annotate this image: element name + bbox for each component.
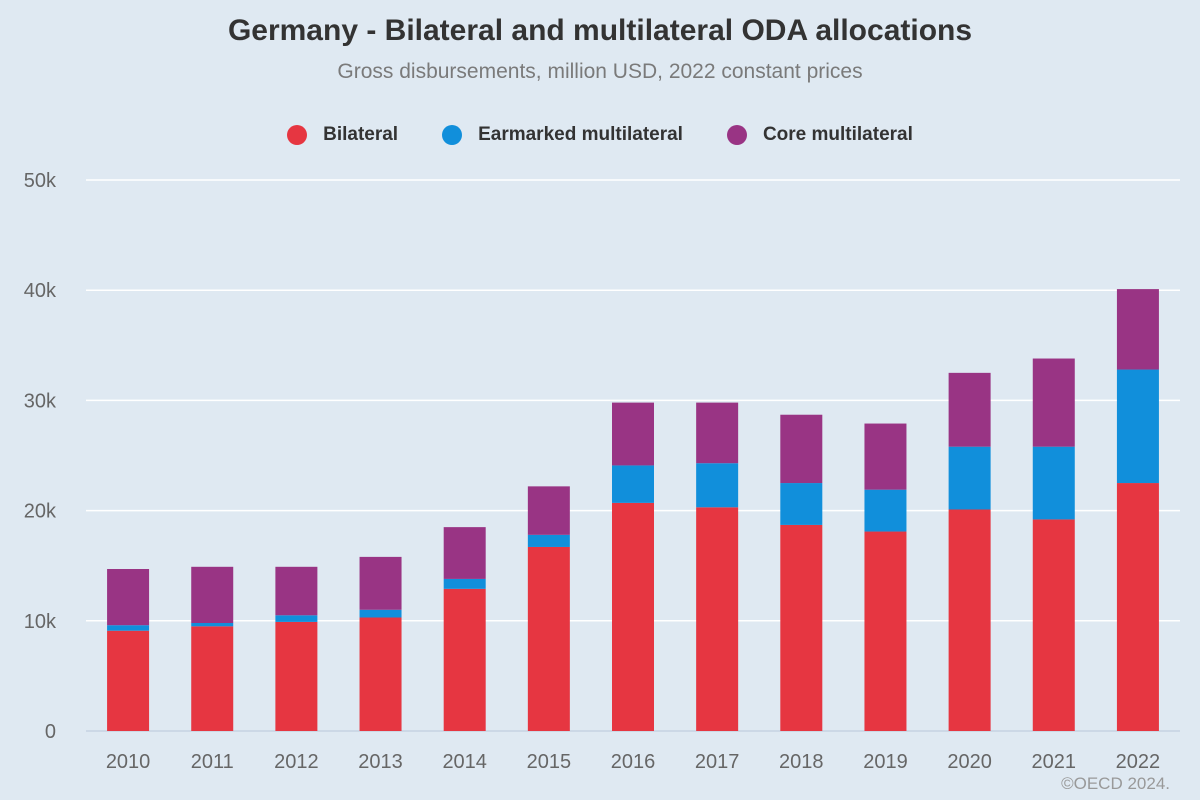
bar-bilateral-2011[interactable] [191,626,234,731]
x-tick-label: 2022 [1116,751,1161,773]
bar-core-multilateral-2019[interactable] [864,423,907,490]
bar-core-multilateral-2016[interactable] [612,402,654,466]
bar-bilateral-2012[interactable] [275,621,318,731]
x-tick-label: 2013 [358,751,403,773]
x-tick-label: 2021 [1032,751,1077,773]
bar-bilateral-2010[interactable] [107,630,150,731]
bar-earmarked-multilateral-2020[interactable] [948,446,991,510]
bar-earmarked-multilateral-2013[interactable] [359,609,402,618]
bar-core-multilateral-2022[interactable] [1116,289,1159,370]
x-tick-label: 2014 [442,751,487,773]
bar-core-multilateral-2021[interactable] [1032,358,1075,447]
bar-bilateral-2020[interactable] [948,509,991,731]
bar-earmarked-multilateral-2014[interactable] [443,578,486,589]
bar-bilateral-2013[interactable] [359,617,402,731]
y-tick-label: 50k [24,170,57,192]
bar-core-multilateral-2015[interactable] [527,486,570,535]
bar-earmarked-multilateral-2010[interactable] [107,625,150,631]
bar-core-multilateral-2017[interactable] [696,402,739,464]
legend-item-earmarked-multilateral[interactable]: Earmarked multilateral [442,124,683,146]
legend-marker-core-multilateral [726,125,747,145]
y-tick-label: 10k [24,611,57,633]
y-tick-label: 0 [45,721,56,743]
bar-earmarked-multilateral-2019[interactable] [864,489,907,532]
bar-earmarked-multilateral-2021[interactable] [1032,446,1075,520]
bar-earmarked-multilateral-2017[interactable] [696,463,739,508]
x-tick-label: 2015 [527,751,572,773]
x-tick-label: 2016 [611,751,656,773]
bar-earmarked-multilateral-2016[interactable] [612,465,654,503]
bar-core-multilateral-2018[interactable] [780,414,823,484]
bar-earmarked-multilateral-2018[interactable] [780,483,823,525]
bar-core-multilateral-2013[interactable] [359,556,402,610]
bar-earmarked-multilateral-2012[interactable] [275,615,318,622]
y-tick-label: 40k [24,280,57,302]
bar-stacks [107,289,1159,731]
y-axis-ticks: 0 10k 20k 30k 40k 50k [24,170,57,743]
bar-earmarked-multilateral-2015[interactable] [527,534,570,547]
legend-label-bilateral: Bilateral [323,124,399,145]
bar-core-multilateral-2014[interactable] [443,527,486,579]
legend-label-earmarked-multilateral: Earmarked multilateral [478,124,683,145]
legend-label-core-multilateral: Core multilateral [762,124,913,145]
chart-title: Germany - Bilateral and multilateral ODA… [227,14,973,47]
bar-core-multilateral-2012[interactable] [275,566,318,616]
legend-marker-bilateral [287,125,308,145]
x-tick-label: 2019 [863,751,908,773]
credits: ©OECD 2024. [1061,774,1170,793]
bar-bilateral-2015[interactable] [527,546,570,731]
y-tick-label: 30k [24,390,57,412]
legend-item-bilateral[interactable]: Bilateral [287,124,398,146]
y-tick-label: 20k [24,501,57,523]
bar-earmarked-multilateral-2022[interactable] [1116,369,1159,484]
x-tick-label: 2020 [947,751,992,773]
chart-subtitle: Gross disbursements, million USD, 2022 c… [337,60,863,83]
legend-item-core-multilateral[interactable]: Core multilateral [726,124,913,146]
bar-bilateral-2017[interactable] [696,507,739,731]
bar-bilateral-2018[interactable] [780,524,823,731]
x-axis-ticks: 2010 2011 2012 2013 2014 2015 2016 2017 2018 2019… [106,751,1160,773]
x-tick-label: 2010 [106,751,151,773]
bar-bilateral-2021[interactable] [1032,519,1075,731]
bar-bilateral-2019[interactable] [864,531,907,731]
x-tick-label: 2012 [274,751,319,773]
bar-bilateral-2016[interactable] [612,502,654,731]
legend-marker-earmarked-multilateral [442,125,463,145]
x-tick-label: 2017 [695,751,740,773]
x-tick-label: 2018 [779,751,824,773]
bar-earmarked-multilateral-2011[interactable] [191,623,234,627]
legend: Bilateral Earmarked multilateral Core mu… [0,124,1200,146]
bar-core-multilateral-2010[interactable] [107,569,150,626]
bar-core-multilateral-2020[interactable] [948,372,991,447]
bar-bilateral-2022[interactable] [1116,483,1159,731]
bar-core-multilateral-2011[interactable] [191,566,234,624]
x-tick-label: 2011 [191,751,234,773]
bar-bilateral-2014[interactable] [443,588,486,731]
